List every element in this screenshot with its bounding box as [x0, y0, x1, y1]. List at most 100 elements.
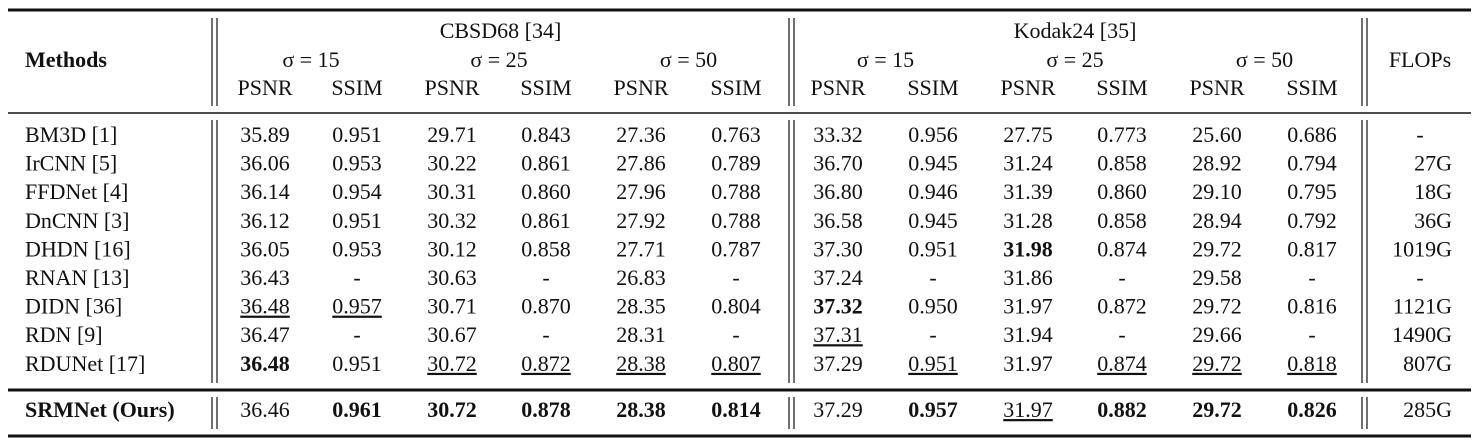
cell: 0.874 — [1097, 236, 1147, 261]
method-name: RDN [9] — [25, 322, 103, 347]
metric-header: PSNR — [810, 75, 865, 100]
cell: 28.38 — [616, 397, 666, 422]
cell: 0.804 — [711, 294, 761, 319]
cell: 28.35 — [616, 294, 666, 319]
metric-header: PSNR — [1189, 75, 1244, 100]
cell: 37.30 — [813, 236, 863, 261]
cell: 0.861 — [521, 208, 571, 233]
cell: - — [929, 265, 936, 290]
cell: 0.860 — [521, 179, 571, 204]
cell: 31.94 — [1003, 322, 1053, 347]
cell: 0.874 — [1097, 351, 1147, 376]
cell: 36.70 — [813, 151, 863, 176]
cell: 0.951 — [908, 236, 958, 261]
cell: 0.951 — [332, 351, 382, 376]
cell: 0.817 — [1287, 236, 1337, 261]
sigma-header: σ = 25 — [1046, 47, 1103, 72]
metric-header: PSNR — [1000, 75, 1055, 100]
cell: 0.843 — [521, 122, 571, 147]
cell: 0.872 — [521, 351, 571, 376]
cell: 27.36 — [616, 122, 666, 147]
cell: - — [1308, 322, 1315, 347]
cell: 0.953 — [332, 236, 382, 261]
method-name: RNAN [13] — [25, 265, 130, 290]
cell: 28.92 — [1192, 151, 1242, 176]
cell: 0.860 — [1097, 179, 1147, 204]
cell: 30.32 — [427, 208, 477, 233]
cell: - — [732, 265, 739, 290]
cell: 1019G — [1392, 236, 1452, 261]
cell: 0.816 — [1287, 294, 1337, 319]
cell: 0.882 — [1097, 397, 1147, 422]
cell: 30.31 — [427, 179, 477, 204]
cell: 29.71 — [427, 122, 477, 147]
cell: 29.72 — [1192, 294, 1242, 319]
metric-header: PSNR — [424, 75, 479, 100]
cell: 36.48 — [240, 294, 290, 319]
method-name: BM3D [1] — [25, 122, 117, 147]
cell: 29.72 — [1192, 236, 1242, 261]
cell: 0.954 — [332, 179, 382, 204]
cell: 0.818 — [1287, 351, 1337, 376]
sigma-header: σ = 25 — [470, 47, 527, 72]
cell: 31.86 — [1003, 265, 1053, 290]
cell: 31.98 — [1003, 236, 1053, 261]
cell: 0.788 — [711, 179, 761, 204]
cell: 36.06 — [240, 151, 290, 176]
cell: 1490G — [1392, 322, 1452, 347]
cell: 36.47 — [240, 322, 290, 347]
cell: 0.807 — [711, 351, 761, 376]
cell: 30.72 — [427, 351, 477, 376]
cell: 31.24 — [1003, 151, 1053, 176]
metric-header: SSIM — [1286, 75, 1337, 100]
metric-header: PSNR — [613, 75, 668, 100]
cell: 0.951 — [908, 351, 958, 376]
cell: 30.63 — [427, 265, 477, 290]
cell: 27.71 — [616, 236, 666, 261]
cell: - — [1416, 265, 1423, 290]
cell: 0.814 — [711, 397, 761, 422]
cell: 31.97 — [1003, 351, 1053, 376]
cell: 37.32 — [813, 294, 863, 319]
cell: 0.773 — [1097, 122, 1147, 147]
cell: 36.58 — [813, 208, 863, 233]
method-name: IrCNN [5] — [25, 151, 117, 176]
group-header: Kodak24 [35] — [1014, 18, 1137, 43]
cell: 35.89 — [240, 122, 290, 147]
cell: - — [1308, 265, 1315, 290]
cell: 30.12 — [427, 236, 477, 261]
cell: 27.92 — [616, 208, 666, 233]
metric-header: PSNR — [237, 75, 292, 100]
cell: 28.94 — [1192, 208, 1242, 233]
cell: 0.872 — [1097, 294, 1147, 319]
cell: 36.46 — [240, 397, 290, 422]
cell: 0.792 — [1287, 208, 1337, 233]
cell: 31.97 — [1003, 397, 1053, 422]
sigma-header: σ = 15 — [857, 47, 914, 72]
cell: 0.870 — [521, 294, 571, 319]
cell: 29.66 — [1192, 322, 1242, 347]
cell: - — [542, 322, 549, 347]
cell: 0.789 — [711, 151, 761, 176]
sigma-header: σ = 50 — [660, 47, 717, 72]
method-name: RDUNet [17] — [25, 351, 145, 376]
cell: 0.763 — [711, 122, 761, 147]
column-separators — [211, 18, 1368, 429]
sigma-header: σ = 50 — [1236, 47, 1293, 72]
cell: - — [732, 322, 739, 347]
cell: 0.858 — [1097, 208, 1147, 233]
cell: - — [1118, 265, 1125, 290]
cell: 33.32 — [813, 122, 863, 147]
cell: 18G — [1414, 179, 1452, 204]
cell: 30.22 — [427, 151, 477, 176]
metric-header: SSIM — [907, 75, 958, 100]
cell: 0.953 — [332, 151, 382, 176]
cell: 36.48 — [240, 351, 290, 376]
cell: - — [353, 265, 360, 290]
cell: 0.946 — [908, 179, 958, 204]
cell: 807G — [1403, 351, 1452, 376]
cell: 30.71 — [427, 294, 477, 319]
cell: 0.951 — [332, 208, 382, 233]
cell: 36.14 — [240, 179, 290, 204]
